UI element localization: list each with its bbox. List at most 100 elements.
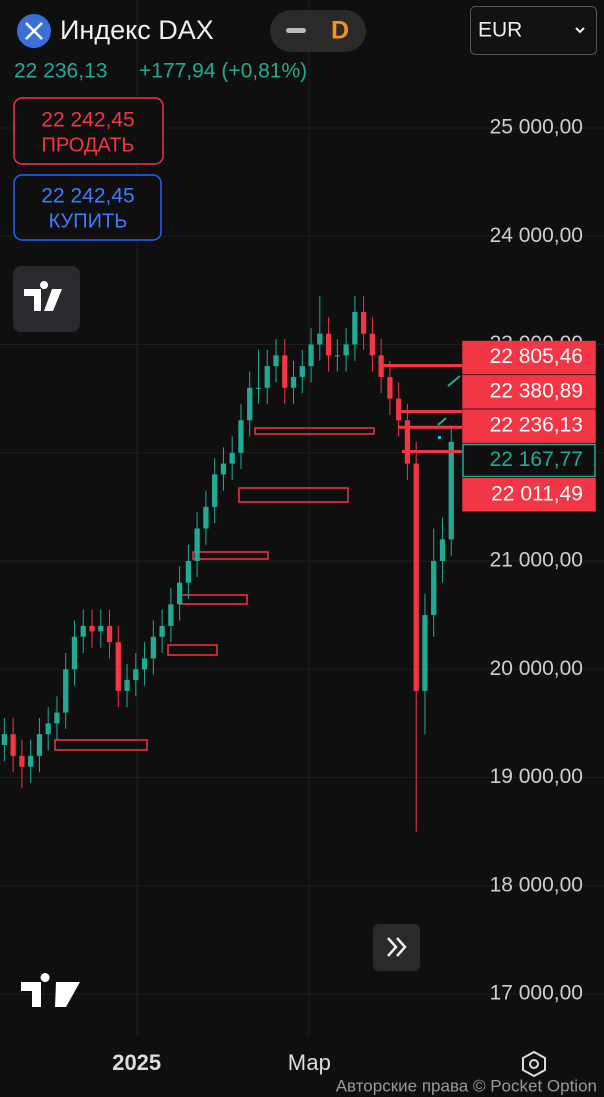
- candle-body: [413, 463, 419, 691]
- zone: [192, 551, 269, 560]
- zone: [167, 644, 218, 656]
- candle-body: [220, 463, 227, 475]
- candle-body: [439, 539, 446, 561]
- y-tick-label: 18 000,00: [490, 873, 583, 896]
- candle-body: [352, 312, 358, 345]
- candle-body: [71, 636, 78, 670]
- indicator-dash: [437, 417, 447, 426]
- zones: [54, 427, 375, 751]
- candle-body: [247, 387, 253, 421]
- currency-select[interactable]: [470, 6, 597, 55]
- settings-icon: [529, 1059, 539, 1069]
- candle-body: [98, 625, 104, 632]
- candle-body: [431, 561, 437, 616]
- settings-button[interactable]: [522, 1050, 546, 1078]
- instrument-icon-glyph: [25, 22, 43, 40]
- instrument-name[interactable]: Индекс DAX: [60, 15, 214, 45]
- x-tick-label: Мар: [288, 1050, 331, 1075]
- price-level-label: 22 805,46: [490, 345, 583, 368]
- candle-body: [80, 625, 86, 637]
- candle-body: [290, 376, 297, 388]
- candle-body: [325, 333, 332, 356]
- price-level-tag: [462, 409, 596, 443]
- buy-label: КУПИТЬ: [49, 210, 128, 232]
- candle-body: [133, 669, 139, 681]
- candle-body: [317, 333, 323, 345]
- candle-body: [176, 582, 183, 605]
- candles: [1, 295, 454, 832]
- candle-body: [150, 636, 156, 659]
- candle-body: [360, 312, 367, 334]
- price-level-tag: [462, 478, 596, 512]
- sell-button[interactable]: [13, 97, 164, 165]
- y-tick-label: 25 000,00: [490, 116, 583, 139]
- zone: [254, 427, 375, 435]
- candle-body: [422, 615, 428, 691]
- y-tick-label: 19 000,00: [490, 765, 583, 788]
- candle-body: [45, 723, 51, 735]
- candle-body: [273, 355, 279, 367]
- y-tick-label: 17 000,00: [490, 982, 583, 1005]
- price-level-tag: [462, 340, 596, 375]
- copyright: Авторские права © Pocket Option: [336, 1076, 597, 1095]
- candle-body: [19, 755, 25, 767]
- indicator-dot: [438, 436, 441, 439]
- zone: [238, 487, 349, 503]
- candle-body: [10, 734, 16, 756]
- timeframe-toggle[interactable]: [270, 10, 366, 52]
- candle-body: [404, 420, 411, 464]
- price-level-label: 22 167,77: [490, 448, 583, 471]
- candle-body: [212, 474, 218, 507]
- candle-body: [229, 452, 235, 464]
- candle-body: [168, 604, 174, 626]
- candle-body: [203, 506, 209, 529]
- candle-body: [194, 528, 200, 561]
- candle-body: [159, 625, 165, 637]
- candle-body: [264, 366, 270, 388]
- candle-body: [28, 755, 34, 767]
- candle-body: [185, 561, 192, 583]
- y-tick-label: 24 000,00: [490, 224, 583, 247]
- price-level-label: 22 380,89: [490, 379, 583, 402]
- candle-body: [343, 344, 349, 356]
- candle-body: [54, 712, 60, 724]
- x-axis: 2025 Мар: [112, 1050, 331, 1075]
- candle-body: [63, 669, 69, 713]
- candle-body: [396, 398, 402, 421]
- last-price: 22 236,13: [14, 60, 107, 83]
- currency: EUR: [478, 19, 522, 42]
- price-change: +177,94 (+0,81%): [139, 60, 307, 83]
- candle-body: [334, 355, 340, 357]
- tv-logo: [24, 281, 62, 311]
- price-level-tag: [462, 375, 596, 409]
- candle-body: [299, 366, 305, 377]
- sell-label: ПРОДАТЬ: [41, 134, 134, 156]
- toggle-minus: [286, 28, 306, 33]
- candle-body: [378, 355, 384, 377]
- candle-body: [282, 355, 288, 388]
- tv-button[interactable]: [13, 266, 80, 332]
- buy-price: 22 242,45: [41, 185, 134, 208]
- candle-body: [308, 344, 314, 367]
- buy-button[interactable]: [13, 174, 162, 241]
- y-tick-label: 20 000,00: [490, 657, 583, 680]
- candle-body: [141, 658, 148, 670]
- candle-body: [255, 387, 262, 389]
- candle-body: [238, 420, 244, 453]
- chevron: [575, 27, 585, 34]
- price-levels: 22 805,46 22 380,89 22 236,13 22 167,77 22 0…: [382, 340, 596, 512]
- candle-body: [387, 376, 393, 399]
- price-level-label: 22 236,13: [490, 414, 583, 437]
- y-tick-label: 21 000,00: [490, 549, 583, 572]
- candle-body: [124, 680, 130, 691]
- candle-body: [448, 441, 454, 540]
- price-level-tag: [462, 443, 596, 478]
- watermark: [21, 973, 80, 1007]
- candle-body: [115, 642, 121, 691]
- candle-body: [1, 734, 8, 746]
- candle-body: [106, 625, 113, 643]
- sell-price: 22 242,45: [41, 109, 134, 132]
- candle-body: [36, 734, 43, 756]
